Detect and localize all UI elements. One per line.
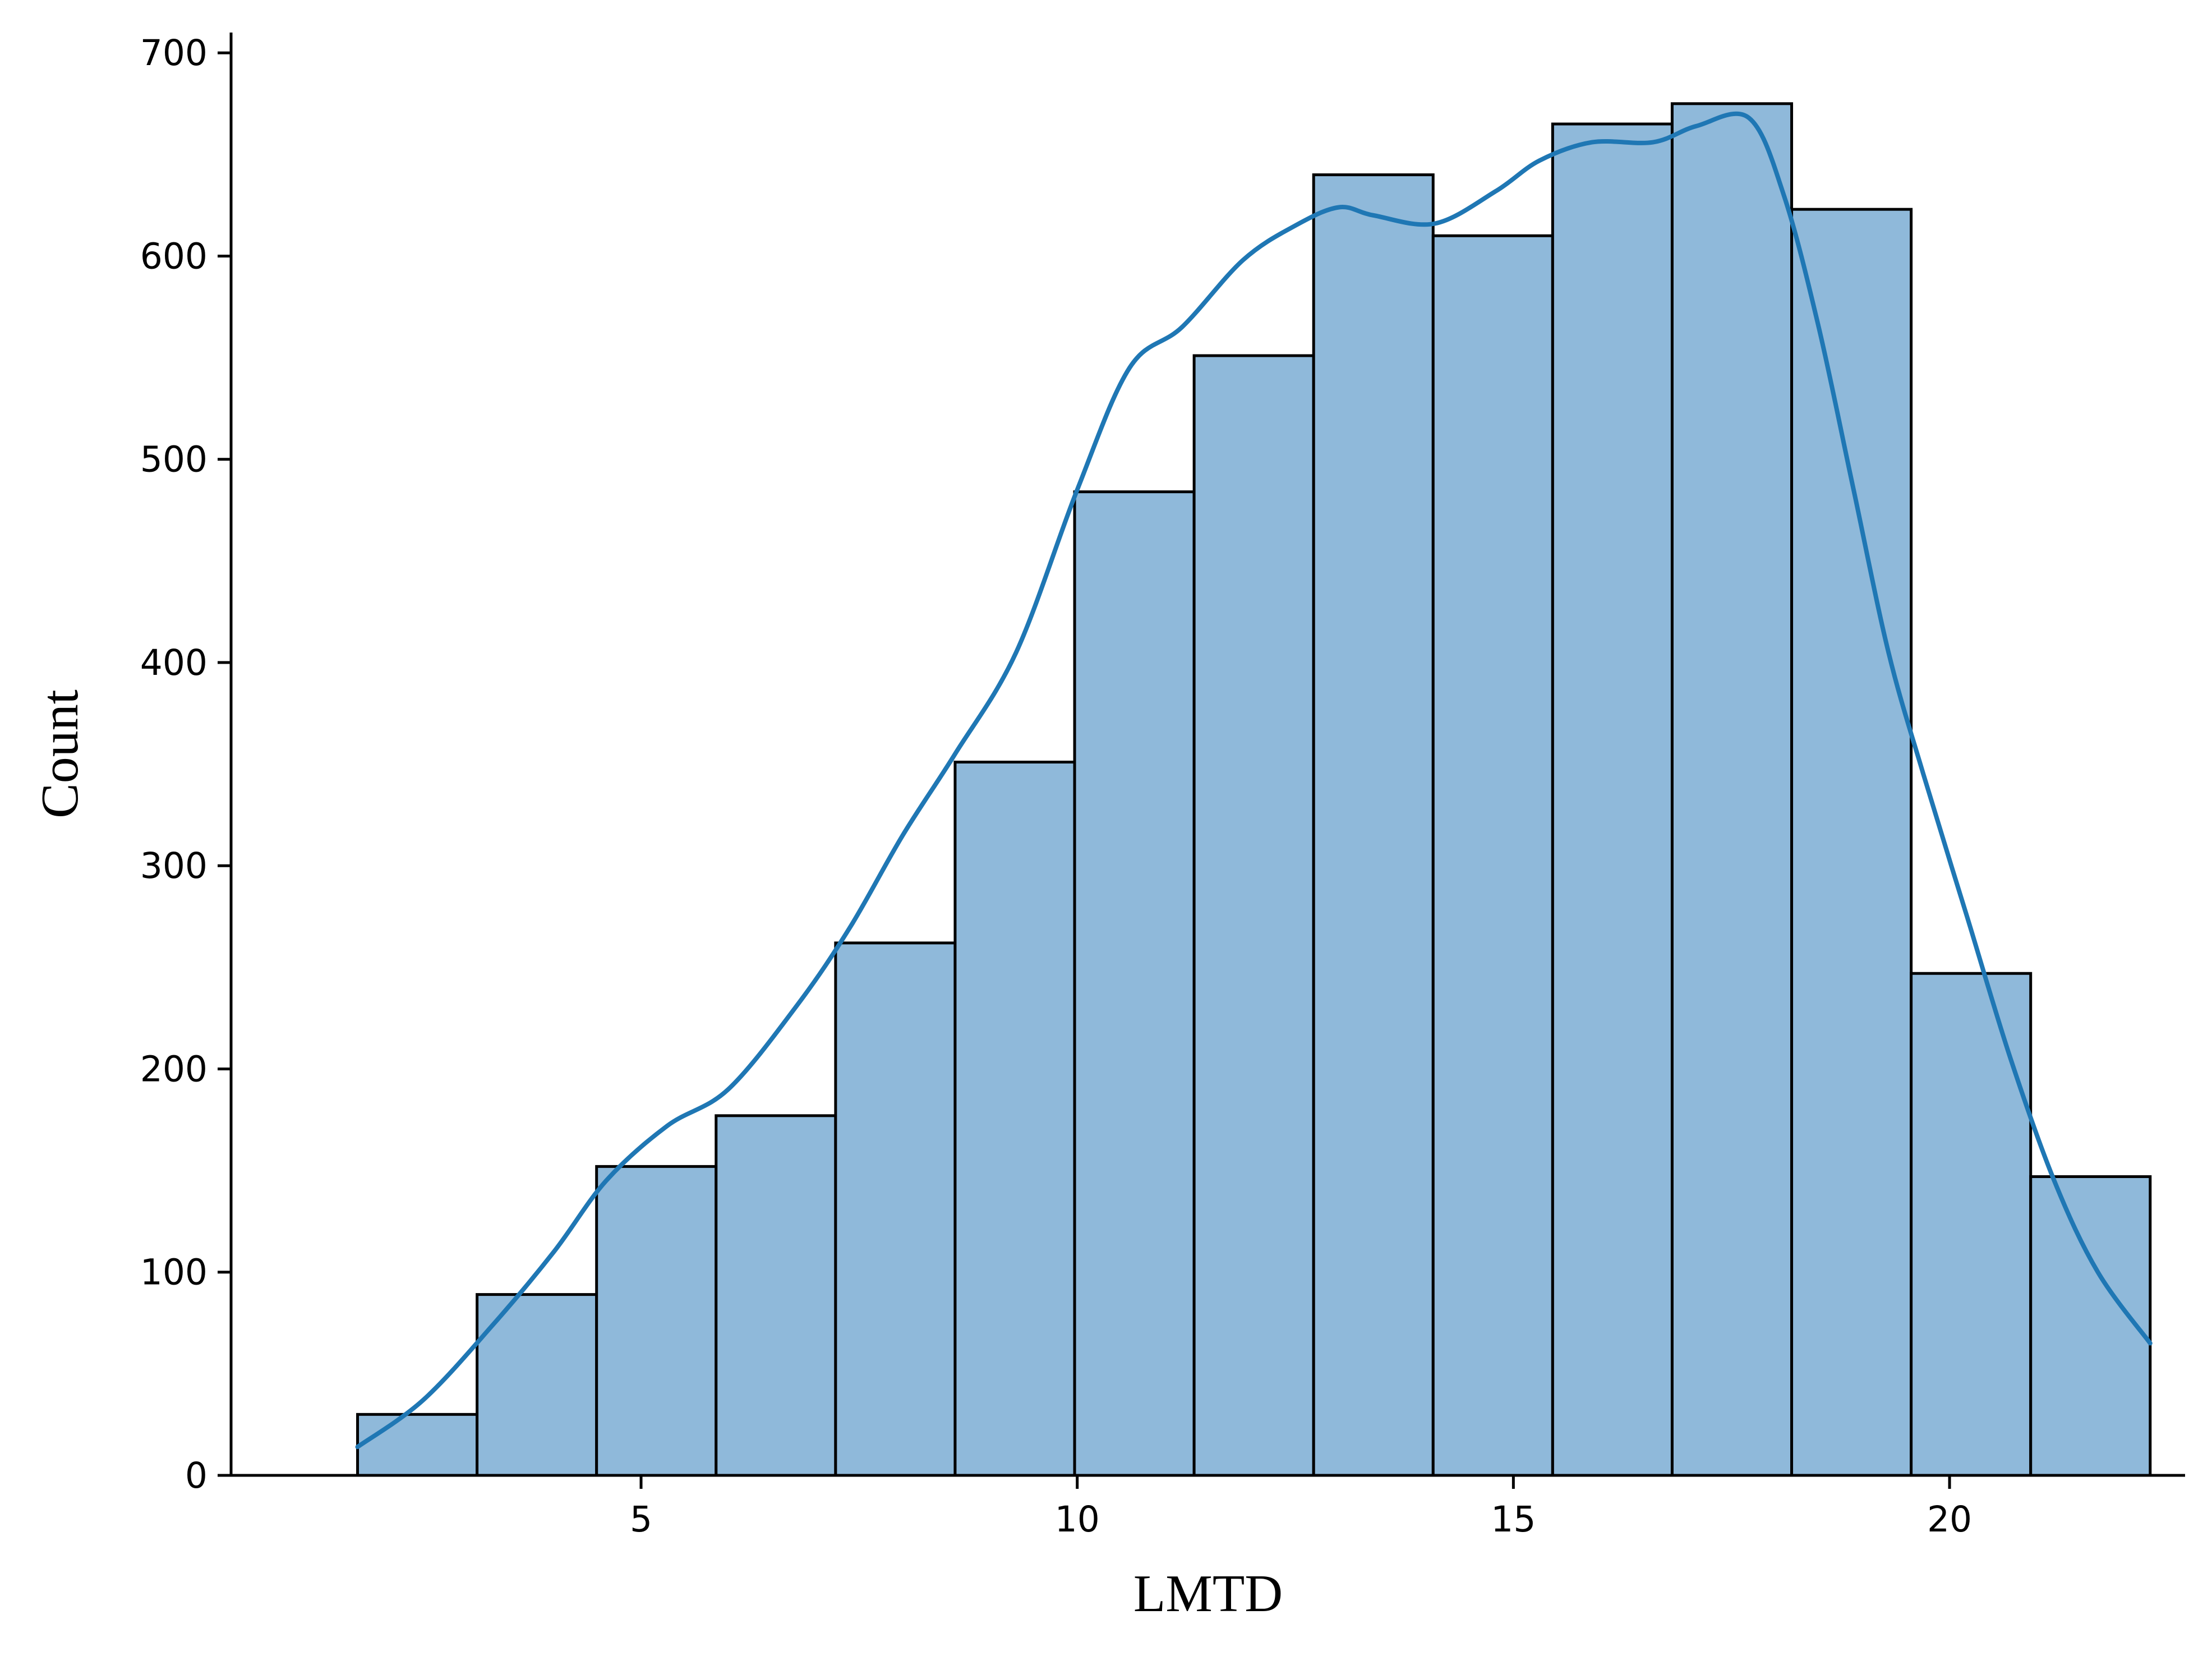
y-axis-ticks: 0 100 200 300 400 500 600 700: [140, 33, 231, 1496]
y-tick-label: 0: [185, 1455, 208, 1496]
y-tick-label: 500: [140, 439, 208, 480]
histogram-bar-2: [476, 1293, 598, 1477]
y-tick-label: 600: [140, 236, 208, 277]
x-tick-label: 15: [1491, 1499, 1536, 1540]
y-tick-label: 200: [140, 1048, 208, 1089]
y-tick-label: 400: [140, 642, 208, 683]
histogram-bar-8: [1192, 354, 1315, 1477]
histogram-bar-15: [2029, 1175, 2152, 1477]
x-axis-label: LMTD: [1133, 1565, 1283, 1623]
histogram-bar-14: [1910, 972, 2033, 1477]
histogram-bar-9: [1312, 173, 1435, 1477]
histogram-bar-4: [715, 1114, 837, 1477]
y-tick-label: 100: [140, 1252, 208, 1293]
histogram-bar-10: [1431, 234, 1554, 1477]
histogram-bar-13: [1790, 208, 1913, 1477]
histogram-bar-1: [356, 1413, 479, 1477]
y-tick-label: 300: [140, 845, 208, 886]
x-axis-ticks: 5 10 15 20: [630, 1475, 1972, 1540]
y-axis-label: Count: [31, 689, 89, 818]
x-tick-label: 20: [1927, 1499, 1972, 1540]
histogram-bar-11: [1551, 122, 1674, 1477]
histogram-bar-6: [953, 760, 1076, 1477]
histogram-bar-5: [834, 941, 957, 1477]
histogram-bar-7: [1073, 490, 1196, 1477]
y-tick-label: 700: [140, 33, 208, 73]
kde-curve: [355, 111, 2153, 1450]
histogram-bar-3: [595, 1165, 718, 1477]
x-tick-label: 5: [630, 1499, 652, 1540]
histogram-bars: [356, 102, 2152, 1477]
x-tick-label: 10: [1055, 1499, 1100, 1540]
histogram-bar-12: [1670, 102, 1794, 1477]
